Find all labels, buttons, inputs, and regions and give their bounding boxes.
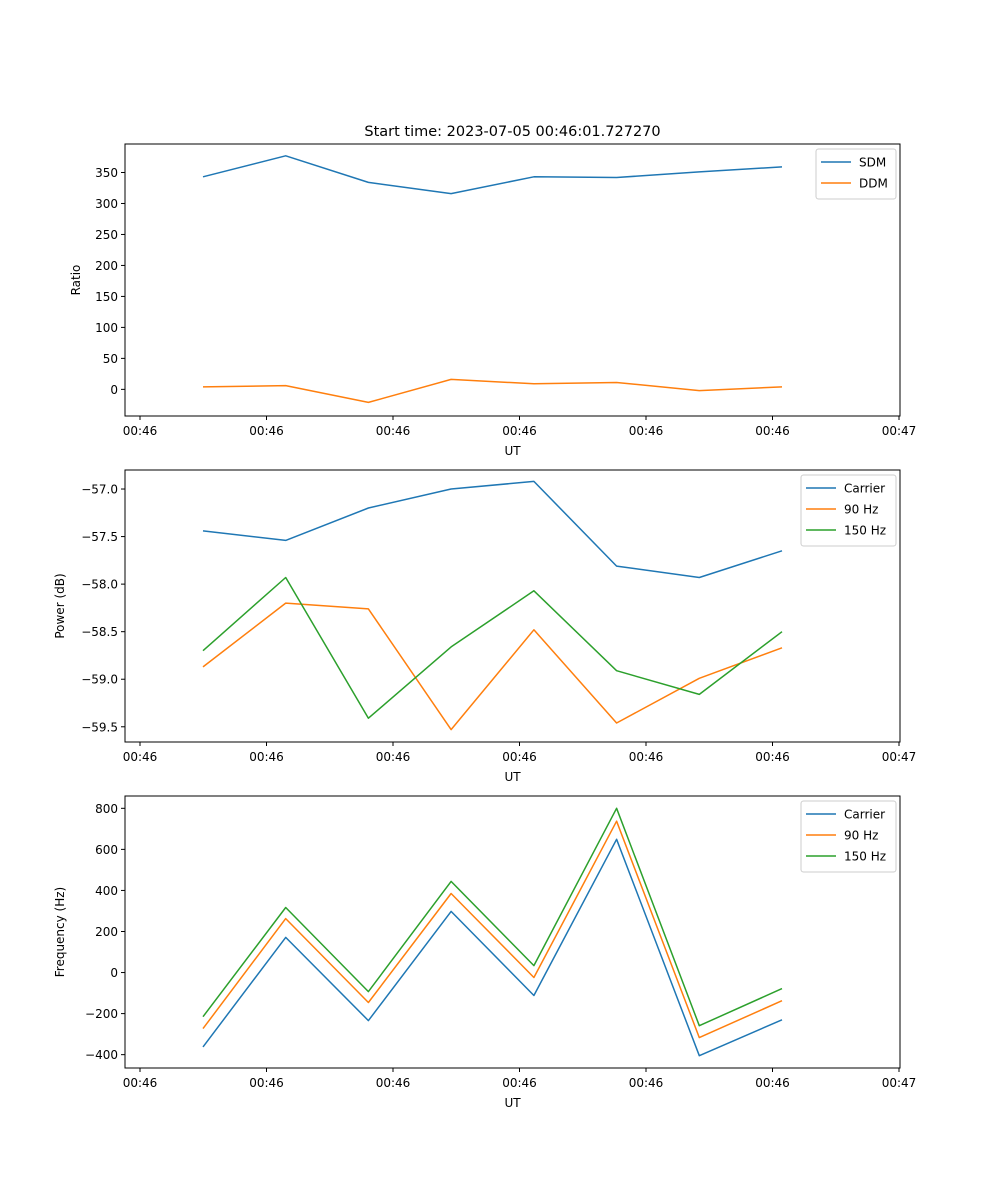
x-axis-label: UT	[504, 444, 521, 458]
x-tick-label: 00:46	[502, 750, 537, 764]
y-tick-label: 350	[95, 166, 118, 180]
y-tick-label: 150	[95, 290, 118, 304]
y-tick-label: −57.0	[81, 483, 118, 497]
series-line-carrier	[202, 480, 783, 579]
series-line-150-hz	[202, 807, 783, 1027]
x-tick-label: 00:46	[629, 1076, 664, 1090]
legend-label: DDM	[859, 177, 888, 191]
x-tick-label: 00:46	[123, 424, 158, 438]
axes-frame	[124, 795, 901, 1069]
y-tick-label: 0	[110, 966, 118, 980]
axes-frame	[124, 469, 901, 743]
legend: Carrier 90 Hz 150 Hz	[800, 800, 897, 873]
x-tick-label: 00:47	[882, 424, 917, 438]
subplot-1: 00:46 00:46 00:46 00:46 00:46 00:46 00:47 0 50 10…	[69, 143, 917, 458]
x-tick-label: 00:46	[376, 424, 411, 438]
x-tick-label: 00:46	[376, 750, 411, 764]
legend: Carrier 90 Hz 150 Hz	[800, 474, 897, 547]
x-tick-label: 00:46	[249, 1076, 284, 1090]
series-line-90-hz	[202, 602, 783, 731]
y-tick-label: 400	[95, 884, 118, 898]
y-tick-label: −400	[85, 1048, 118, 1062]
x-axis-label: UT	[504, 770, 521, 784]
legend-label: 90 Hz	[844, 503, 878, 517]
legend-label: 90 Hz	[844, 829, 878, 843]
y-tick-label: 300	[95, 197, 118, 211]
y-tick-label: 50	[103, 352, 118, 366]
x-tick-label: 00:46	[249, 424, 284, 438]
y-tick-label: −58.0	[81, 578, 118, 592]
y-tick-label: −200	[85, 1007, 118, 1021]
x-tick-label: 00:46	[502, 1076, 537, 1090]
series-line-150-hz	[202, 576, 783, 719]
x-tick-label: 00:47	[882, 750, 917, 764]
x-axis-label: UT	[504, 1096, 521, 1110]
legend-box	[800, 800, 897, 873]
series-line-90-hz	[202, 820, 783, 1039]
x-tick-label: 00:46	[249, 750, 284, 764]
legend-label: 150 Hz	[844, 524, 886, 538]
axes-frame	[124, 143, 901, 417]
y-tick-label: −57.5	[81, 530, 118, 544]
y-axis-label: Ratio	[69, 265, 83, 296]
legend-label: 150 Hz	[844, 850, 886, 864]
y-tick-label: 200	[95, 925, 118, 939]
x-tick-label: 00:46	[755, 750, 790, 764]
series-line-carrier	[202, 838, 783, 1057]
x-tick-label: 00:46	[123, 750, 158, 764]
legend-label: Carrier	[844, 482, 885, 496]
x-tick-label: 00:46	[629, 424, 664, 438]
legend: SDM DDM	[815, 148, 897, 200]
y-axis-label: Power (dB)	[53, 573, 67, 638]
legend-label: SDM	[859, 156, 886, 170]
x-tick-label: 00:46	[755, 1076, 790, 1090]
subplot-3: 00:46 00:46 00:46 00:46 00:46 00:46 00:47 800 60…	[53, 795, 917, 1110]
y-tick-label: 100	[95, 321, 118, 335]
series-line-sdm	[202, 155, 783, 195]
subplot-2: 00:46 00:46 00:46 00:46 00:46 00:46 00:47 −57.0…	[53, 469, 917, 784]
series-line-ddm	[202, 378, 783, 404]
x-tick-label: 00:46	[376, 1076, 411, 1090]
y-tick-label: 0	[110, 383, 118, 397]
y-axis-label: Frequency (Hz)	[53, 887, 67, 978]
legend-box	[800, 474, 897, 547]
x-tick-label: 00:46	[755, 424, 790, 438]
x-tick-label: 00:46	[123, 1076, 158, 1090]
y-tick-label: −59.0	[81, 673, 118, 687]
figure-title: Start time: 2023-07-05 00:46:01.727270	[364, 124, 660, 140]
y-tick-label: −59.5	[81, 720, 118, 734]
x-tick-label: 00:47	[882, 1076, 917, 1090]
x-tick-label: 00:46	[629, 750, 664, 764]
y-tick-label: −58.5	[81, 625, 118, 639]
y-tick-label: 800	[95, 802, 118, 816]
y-tick-label: 200	[95, 259, 118, 273]
legend-label: Carrier	[844, 808, 885, 822]
y-tick-label: 600	[95, 843, 118, 857]
x-tick-label: 00:46	[502, 424, 537, 438]
y-tick-label: 250	[95, 228, 118, 242]
